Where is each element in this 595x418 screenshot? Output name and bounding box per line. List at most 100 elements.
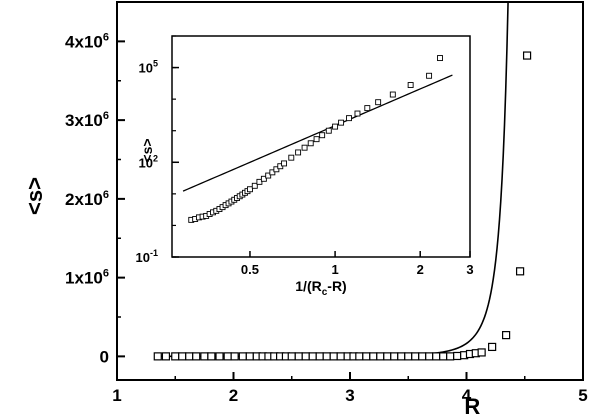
data-point [390,352,399,361]
x-tick-label: 5 [578,386,587,405]
inset-y-tick-exponent: 2 [153,153,158,163]
data-point [308,352,317,361]
data-point [153,352,162,361]
inset-data-point [288,154,295,161]
inset-data-point [426,72,433,79]
data-point [185,352,194,361]
inset-x-tick-label: 0.5 [241,262,259,277]
data-point [223,352,232,361]
inset-frame [171,35,471,258]
data-point [477,348,486,357]
inset-x-axis-label-subscript: c [322,287,328,298]
inset-x-tick-label: 1 [331,262,338,277]
data-point [515,267,525,276]
x-tick-label: 2 [229,386,238,405]
inset-y-tick-label: 105 [139,59,158,76]
inset-data-point [247,186,253,193]
data-point [245,352,254,361]
inset-x-axis-label-tail: -R) [327,278,346,294]
inset-data-point [269,169,276,176]
data-point [192,352,201,361]
data-point [362,352,371,361]
inset-data-point [338,119,345,126]
inset-data-point [273,166,280,173]
inset-data-point [407,82,414,88]
y-tick-label: 3x106 [65,110,109,130]
data-point [404,352,413,361]
inset-data-point [313,136,320,143]
data-point [161,352,171,361]
data-point [502,331,511,340]
x-tick-label: 4 [462,386,472,405]
data-point [376,352,385,361]
data-point [453,351,462,361]
inset-data-point [389,91,396,98]
inset-data-point [325,127,332,134]
data-point [230,352,239,361]
y-tick-exponent: 6 [103,268,109,280]
data-point [488,342,497,352]
inset-data-point [256,178,263,185]
inset-data-point [319,132,326,139]
y-axis-label: <s> [22,177,47,215]
inset-data-point [301,144,308,151]
data-point [418,352,427,361]
data-point [369,352,378,361]
y-tick-exponent: 6 [103,31,109,43]
data-point [336,352,345,361]
inset-x-tick-label: 2 [417,262,424,277]
data-point [446,352,455,361]
data-point [432,352,441,361]
inset-data-point [364,105,371,112]
inset-data-point [295,149,302,156]
data-point [383,352,392,361]
inset-data-point [354,110,361,117]
x-tick-label: 1 [112,386,121,405]
inset-x-axis-label: 1/(Rc-R) [295,278,346,298]
inset-data-point [307,140,314,147]
data-point [522,51,532,60]
inset-fit-line [182,74,453,192]
inset-y-axis-label: <s> [139,138,155,162]
data-point [322,352,331,361]
inset-data-point [265,172,272,179]
data-point [315,352,324,361]
inset-data-point [260,175,267,182]
data-point [200,352,209,361]
inset-data-point [332,123,339,130]
data-point [301,352,310,361]
data-point [287,352,296,361]
data-point [439,352,448,361]
data-point [171,352,180,361]
data-point [329,352,338,361]
y-tick-exponent: 6 [103,189,109,201]
inset-y-tick-exponent: -1 [150,248,158,258]
data-point [355,352,364,361]
inset-data-point [375,99,382,106]
main-chart: 1 2 3 4 5 0 1x106 2x106 3x106 4x106 R <s> [22,1,588,418]
inset-data-point [437,55,443,62]
inset-x-tick-label: 3 [466,262,473,277]
data-point [397,352,406,361]
inset-data-point [346,115,352,122]
data-point [215,352,224,361]
y-tick-label: 0 [100,347,109,366]
data-point [294,352,303,361]
data-point [425,352,434,361]
y-tick-exponent: 6 [103,110,109,122]
inset-y-tick-exponent: 5 [153,59,158,69]
y-tick-label: 2x106 [65,189,109,209]
data-point [238,352,247,361]
data-point [207,352,216,361]
data-point [178,352,187,361]
x-axis-label: R [464,394,480,418]
inset-data-point [281,160,288,167]
data-point [411,352,420,361]
y-tick-label: 4x106 [65,31,109,51]
x-tick-label: 3 [345,386,354,405]
inset-y-tick-label: 10-1 [136,248,158,265]
y-tick-label: 1x106 [65,268,109,288]
inset-data-point [251,182,258,189]
